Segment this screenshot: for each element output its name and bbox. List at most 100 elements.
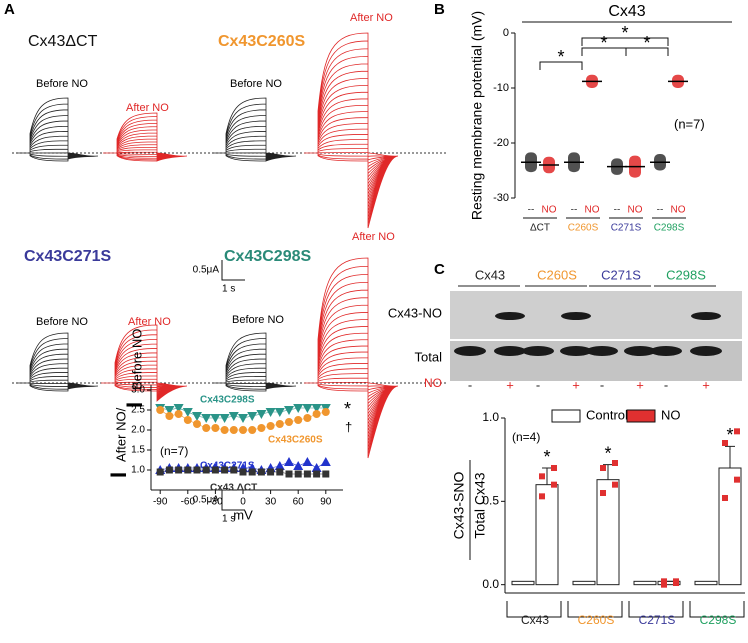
treatment-sign: +	[702, 377, 710, 392]
series-label: Cx43 ΔCT	[210, 483, 257, 494]
x-tick-label: NO	[542, 205, 557, 216]
point	[284, 457, 294, 466]
treatment-sign: -	[536, 377, 540, 392]
trace-label: After NO	[126, 102, 169, 114]
point	[600, 490, 606, 496]
current-trace	[101, 324, 188, 402]
blot-row-label: Total	[415, 349, 443, 364]
point	[734, 476, 740, 483]
band	[560, 346, 592, 356]
point	[220, 426, 229, 434]
x-tick-label: NO	[628, 205, 643, 216]
x-tick-label: -60	[181, 497, 196, 508]
y-tick-label: 3.0	[131, 385, 145, 396]
annotation: *	[543, 447, 550, 467]
y-tick-label: 2.5	[131, 405, 145, 416]
scale-bar	[221, 490, 245, 511]
current-trace	[304, 32, 399, 229]
y-tick-label: -10	[493, 82, 509, 94]
band	[624, 346, 656, 356]
trace-label: Before NO	[230, 78, 282, 90]
lane-label: C260S	[537, 267, 577, 282]
bar	[535, 484, 559, 586]
panel-letter: B	[434, 1, 445, 18]
point	[539, 473, 545, 480]
treatment-sign: -	[468, 377, 472, 392]
point	[247, 412, 258, 421]
point	[600, 465, 606, 471]
current-trace	[16, 97, 99, 162]
point	[266, 422, 275, 430]
group-label: C298S	[654, 223, 685, 234]
band	[494, 346, 526, 356]
sig-bracket	[581, 37, 669, 46]
panel-letter: A	[4, 1, 15, 18]
group-label: C271S	[611, 223, 642, 234]
error-bar	[725, 445, 735, 468]
band	[690, 346, 722, 356]
trace-label: After NO	[128, 316, 171, 328]
point	[612, 481, 618, 488]
point	[183, 416, 192, 424]
treatment-sign: -	[600, 377, 604, 392]
point	[285, 418, 293, 426]
point	[293, 404, 304, 413]
band	[495, 312, 525, 320]
point	[320, 457, 331, 466]
y-tick-label: -30	[493, 192, 509, 204]
category-box	[506, 601, 562, 618]
legend-label: NO	[661, 407, 681, 422]
current-trace	[212, 332, 297, 392]
scale-label: 0.5μA	[193, 265, 220, 276]
x-tick-label: -30	[208, 497, 223, 508]
series-label: Cx43C260S	[268, 435, 323, 446]
bar	[511, 580, 535, 586]
point	[284, 406, 294, 415]
error-bar	[603, 464, 613, 480]
y-tick-label: 0.0	[482, 577, 499, 591]
sig-bracket	[625, 47, 669, 56]
point	[239, 468, 247, 476]
current-trace	[304, 257, 399, 459]
point	[312, 410, 321, 418]
annotation: *	[557, 47, 564, 67]
point	[274, 461, 285, 470]
point	[184, 466, 192, 474]
legend-swatch	[626, 409, 656, 423]
annotation: (n=7)	[160, 444, 188, 458]
point	[267, 468, 275, 476]
point	[303, 414, 312, 422]
point	[219, 414, 230, 423]
point	[612, 460, 618, 466]
point	[722, 440, 728, 446]
point	[210, 414, 221, 423]
trace-label: Before NO	[232, 314, 284, 326]
point	[174, 410, 183, 418]
point	[294, 470, 302, 478]
trace-label: After NO	[352, 231, 395, 243]
band	[522, 346, 554, 356]
series-label: Cx43C271S	[200, 461, 255, 472]
point	[192, 412, 202, 421]
series-label: Cx43C298S	[200, 395, 255, 406]
trace-label: Before NO	[36, 316, 88, 328]
y-tick-label: -20	[493, 137, 509, 149]
x-tick-label: NO	[585, 205, 600, 216]
point	[275, 420, 284, 428]
point	[539, 493, 545, 500]
point	[221, 466, 229, 474]
legend-swatch	[551, 409, 581, 423]
category-box	[567, 601, 623, 618]
blot-row-label: Cx43-NO	[388, 305, 442, 320]
point	[257, 424, 266, 432]
annotation: (n=4)	[512, 430, 540, 444]
band	[650, 346, 682, 356]
point	[265, 408, 276, 417]
point	[285, 470, 293, 478]
trace-title: Cx43C298S	[224, 248, 312, 265]
treatment-sign: +	[636, 377, 644, 392]
current-trace	[16, 332, 99, 392]
bar	[633, 580, 657, 586]
point	[248, 468, 256, 476]
